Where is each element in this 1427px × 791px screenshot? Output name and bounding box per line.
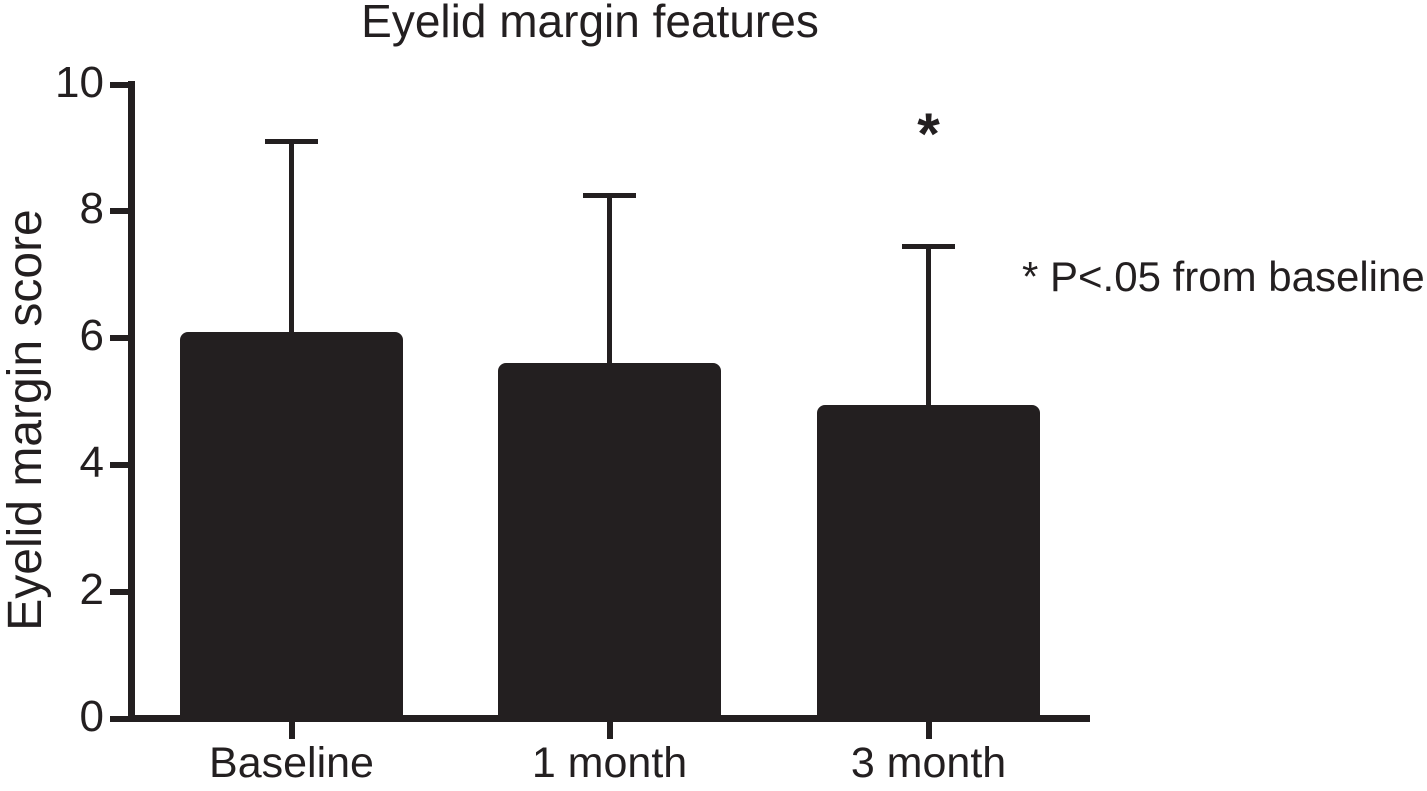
y-tick-label: 4 — [79, 437, 104, 487]
y-axis-line — [128, 81, 135, 722]
x-tick-3-month — [925, 722, 932, 739]
x-tick-1-month — [606, 722, 613, 739]
x-tick-baseline — [288, 722, 295, 739]
error-bar-cap-baseline — [265, 139, 318, 145]
y-tick-label: 2 — [79, 564, 104, 614]
y-tick — [110, 81, 128, 88]
y-tick-label: 10 — [55, 57, 104, 107]
bar-baseline — [180, 331, 403, 722]
significance-note: * P<.05 from baseline — [1022, 253, 1425, 300]
error-bar-cap-1-month — [583, 192, 636, 198]
y-tick — [110, 335, 128, 342]
y-tick — [110, 588, 128, 595]
bar-3-month — [817, 404, 1040, 722]
error-bar-line-3-month — [926, 246, 931, 417]
x-axis-label-baseline: Baseline — [209, 739, 374, 787]
x-axis-label-1-month: 1 month — [531, 739, 688, 787]
error-bar-cap-3-month — [902, 243, 955, 249]
x-axis-label-3-month: 3 month — [850, 739, 1007, 787]
error-bar-line-baseline — [289, 141, 294, 344]
chart-title: Eyelid margin features — [361, 0, 819, 47]
x-axis-line — [128, 715, 1090, 722]
error-bar-line-1-month — [607, 195, 612, 376]
y-tick-label: 6 — [79, 311, 104, 361]
y-tick — [110, 461, 128, 468]
y-tick-label: 0 — [79, 691, 104, 741]
y-tick — [110, 208, 128, 215]
y-tick-label: 8 — [79, 184, 104, 234]
y-tick — [110, 715, 128, 722]
significance-asterisk-3-month: * — [917, 102, 940, 167]
bar-1-month — [498, 363, 721, 722]
